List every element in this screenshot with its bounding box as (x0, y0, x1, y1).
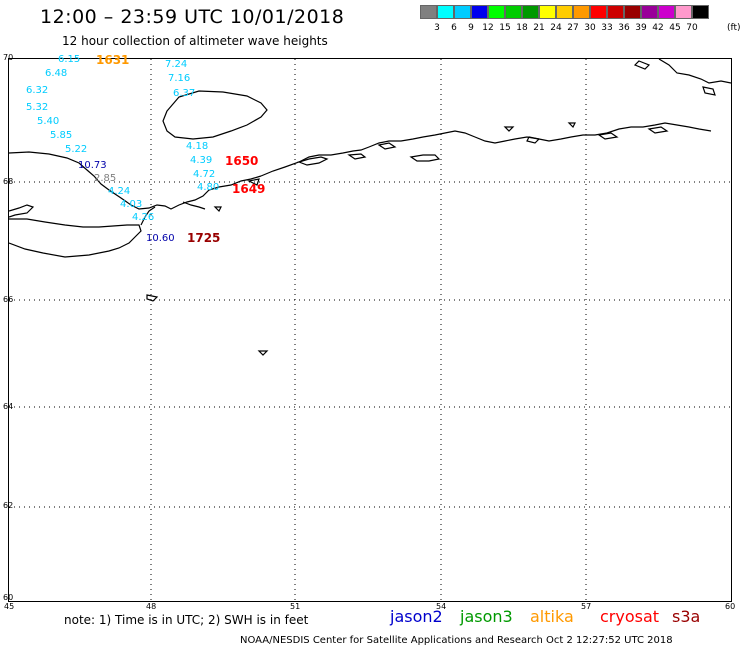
wave-height-label: 7.24 (165, 59, 188, 70)
wave-height-label: 5.85 (50, 130, 73, 141)
scale-tick-label: 27 (567, 23, 579, 33)
satellite-legend-altika: altika (530, 607, 574, 626)
pass-id-label: 1725 (187, 231, 221, 245)
lon-tick-label: 60 (725, 602, 736, 611)
map-frame: 6.15 6.48 6.32 5.32 5.40 5.85 5.22 10.73… (8, 53, 732, 602)
scale-tick-label: 36 (618, 23, 630, 33)
wave-height-label: 10.73 (78, 160, 107, 171)
scale-tick-label: 39 (635, 23, 647, 33)
satellite-legend-jason3: jason3 (460, 607, 513, 626)
scale-swatch (658, 5, 675, 19)
scale-tick-label: 12 (482, 23, 494, 33)
scale-swatch (522, 5, 539, 19)
wave-height-label: 7.16 (168, 73, 191, 84)
scale-swatch (471, 5, 488, 19)
scale-tick-label: 18 (516, 23, 528, 33)
wave-height-label: 4.26 (132, 212, 155, 223)
map-canvas (9, 59, 731, 601)
wave-height-label: 4.03 (120, 199, 143, 210)
credit-line: NOAA/NESDIS Center for Satellite Applica… (240, 635, 673, 646)
wave-height-label: 5.32 (26, 102, 49, 113)
scale-tick-label: 33 (601, 23, 613, 33)
pass-id-label: 1649 (232, 182, 266, 196)
scale-swatch (437, 5, 454, 19)
map-title: 12:00 – 23:59 UTC 10/01/2018 (40, 6, 345, 28)
wave-height-label: 4.80 (197, 182, 220, 193)
lat-tick-label: 60 (3, 593, 14, 602)
scale-tick-label: 24 (550, 23, 562, 33)
scale-swatch (590, 5, 607, 19)
graticule (9, 59, 731, 601)
scale-tick-label: 9 (468, 23, 474, 33)
pass-id-label: 1631 (96, 53, 130, 67)
coastline (9, 59, 731, 356)
scale-swatch (692, 5, 709, 19)
scale-tick-label: 6 (451, 23, 457, 33)
scale-swatch (675, 5, 692, 19)
lon-tick-label: 45 (4, 602, 15, 611)
scale-swatch (556, 5, 573, 19)
scale-swatch (573, 5, 590, 19)
wave-height-label: 4.24 (108, 186, 131, 197)
scale-units: (ft) (727, 23, 740, 33)
wave-height-label: 4.18 (186, 141, 209, 152)
lon-tick-label: 54 (436, 602, 447, 611)
wave-height-label: 6.32 (26, 85, 49, 96)
satellite-legend-s3a: s3a (672, 607, 701, 626)
scale-tick-label: 42 (652, 23, 664, 33)
scale-swatch (420, 5, 437, 19)
wave-height-label: 6.37 (173, 88, 196, 99)
lon-tick-label: 51 (290, 602, 301, 611)
scale-tick-label: 30 (584, 23, 596, 33)
lon-tick-label: 57 (581, 602, 592, 611)
scale-tick-label: 45 (669, 23, 681, 33)
scale-swatch (624, 5, 641, 19)
wave-height-label: 4.39 (190, 155, 213, 166)
wave-height-label: 4.72 (193, 169, 216, 180)
scale-swatch (607, 5, 624, 19)
wave-height-label: 10.60 (146, 233, 175, 244)
lon-tick-label: 48 (146, 602, 157, 611)
satellite-legend-jason2: jason2 (390, 607, 443, 626)
scale-swatch (488, 5, 505, 19)
lat-tick-label: 70 (3, 53, 14, 62)
wave-height-label: 6.48 (45, 68, 68, 79)
scale-tick-label: 21 (533, 23, 545, 33)
lat-tick-label: 64 (3, 402, 14, 411)
footer-note: note: 1) Time is in UTC; 2) SWH is in fe… (64, 613, 309, 627)
scale-swatch (454, 5, 471, 19)
wave-height-label: 5.40 (37, 116, 60, 127)
scale-tick-label: 15 (499, 23, 511, 33)
scale-swatch (641, 5, 658, 19)
lat-tick-label: 66 (3, 295, 14, 304)
map-subtitle: 12 hour collection of altimeter wave hei… (62, 34, 328, 48)
scale-tick-label: 70 (686, 23, 698, 33)
lat-tick-label: 68 (3, 177, 14, 186)
wave-height-label: 6.15 (58, 54, 81, 65)
scale-swatch (505, 5, 522, 19)
scale-tick-label: 3 (434, 23, 440, 33)
satellite-legend-cryosat: cryosat (600, 607, 660, 626)
wave-height-label: 5.22 (65, 144, 88, 155)
lat-tick-label: 62 (3, 501, 14, 510)
wave-height-label: 2.85 (94, 173, 117, 184)
pass-id-label: 1650 (225, 154, 259, 168)
scale-swatch (539, 5, 556, 19)
